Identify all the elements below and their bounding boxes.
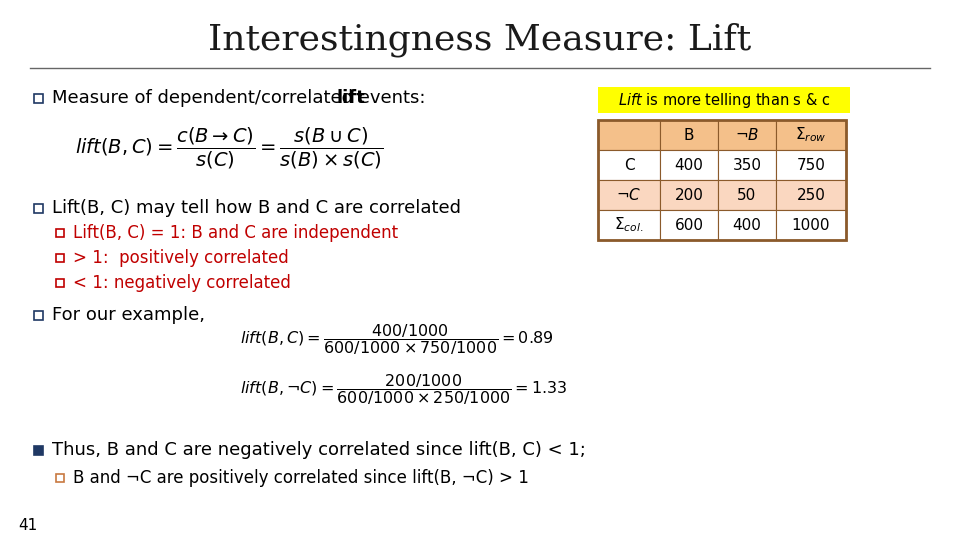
Text: 200: 200 xyxy=(675,187,704,202)
Text: $\mathit{Lift}$ is more telling than s & c: $\mathit{Lift}$ is more telling than s &… xyxy=(618,91,830,110)
Bar xyxy=(718,120,776,150)
Bar xyxy=(776,120,846,150)
Bar xyxy=(56,254,64,262)
Text: Interestingness Measure: Lift: Interestingness Measure: Lift xyxy=(208,23,752,57)
Bar xyxy=(34,93,42,103)
Text: $\Sigma_{row}$: $\Sigma_{row}$ xyxy=(795,126,827,144)
Bar xyxy=(776,180,846,210)
Bar xyxy=(660,120,718,150)
Bar xyxy=(776,150,846,180)
Bar xyxy=(776,210,846,240)
Text: 1000: 1000 xyxy=(792,218,830,233)
Bar xyxy=(34,204,42,213)
Bar xyxy=(34,446,42,455)
Text: $\neg C$: $\neg C$ xyxy=(616,187,641,203)
Bar xyxy=(660,210,718,240)
Text: Lift(B, C) = 1: B and C are independent: Lift(B, C) = 1: B and C are independent xyxy=(73,224,398,242)
Bar xyxy=(718,210,776,240)
Bar xyxy=(56,279,64,287)
Bar xyxy=(598,180,660,210)
Text: Measure of dependent/correlated events:: Measure of dependent/correlated events: xyxy=(52,89,431,107)
Bar xyxy=(56,474,64,482)
Text: For our example,: For our example, xyxy=(52,306,205,324)
Text: < 1: negatively correlated: < 1: negatively correlated xyxy=(73,274,291,292)
Text: 400: 400 xyxy=(675,158,704,172)
Text: 50: 50 xyxy=(737,187,756,202)
Bar xyxy=(718,180,776,210)
Text: $\mathit{lift}(B,\neg C)=\dfrac{200/1000}{600/1000\times250/1000}=1.33$: $\mathit{lift}(B,\neg C)=\dfrac{200/1000… xyxy=(240,373,567,408)
Text: $\mathit{lift}(B,C)=\dfrac{c(B\rightarrow C)}{s(C)}=\dfrac{s(B\cup C)}{s(B)\time: $\mathit{lift}(B,C)=\dfrac{c(B\rightarro… xyxy=(75,125,383,171)
Text: $\neg B$: $\neg B$ xyxy=(734,127,759,143)
Bar xyxy=(598,120,846,240)
Text: 250: 250 xyxy=(797,187,826,202)
Text: $\mathit{lift}(B,C)=\dfrac{400/1000}{600/1000\times750/1000}=0.89$: $\mathit{lift}(B,C)=\dfrac{400/1000}{600… xyxy=(240,322,554,357)
Bar xyxy=(598,120,660,150)
Text: lift: lift xyxy=(337,89,366,107)
Text: 350: 350 xyxy=(732,158,761,172)
Text: 41: 41 xyxy=(18,517,37,532)
Bar xyxy=(660,150,718,180)
Bar xyxy=(598,210,660,240)
Text: 750: 750 xyxy=(797,158,826,172)
Text: C: C xyxy=(624,158,635,172)
Bar xyxy=(34,310,42,320)
Text: B and ¬C are positively correlated since lift(B, ¬C) > 1: B and ¬C are positively correlated since… xyxy=(73,469,529,487)
Bar xyxy=(56,229,64,237)
Text: Thus, B and C are negatively correlated since lift(B, C) < 1;: Thus, B and C are negatively correlated … xyxy=(52,441,586,459)
Bar xyxy=(660,180,718,210)
Text: B: B xyxy=(684,127,694,143)
Text: > 1:  positively correlated: > 1: positively correlated xyxy=(73,249,289,267)
Text: 600: 600 xyxy=(675,218,704,233)
Text: Lift(B, C) may tell how B and C are correlated: Lift(B, C) may tell how B and C are corr… xyxy=(52,199,461,217)
Bar xyxy=(598,150,660,180)
Text: $\Sigma_{col.}$: $\Sigma_{col.}$ xyxy=(614,215,644,234)
Text: 400: 400 xyxy=(732,218,761,233)
FancyBboxPatch shape xyxy=(598,87,850,113)
Bar xyxy=(718,150,776,180)
